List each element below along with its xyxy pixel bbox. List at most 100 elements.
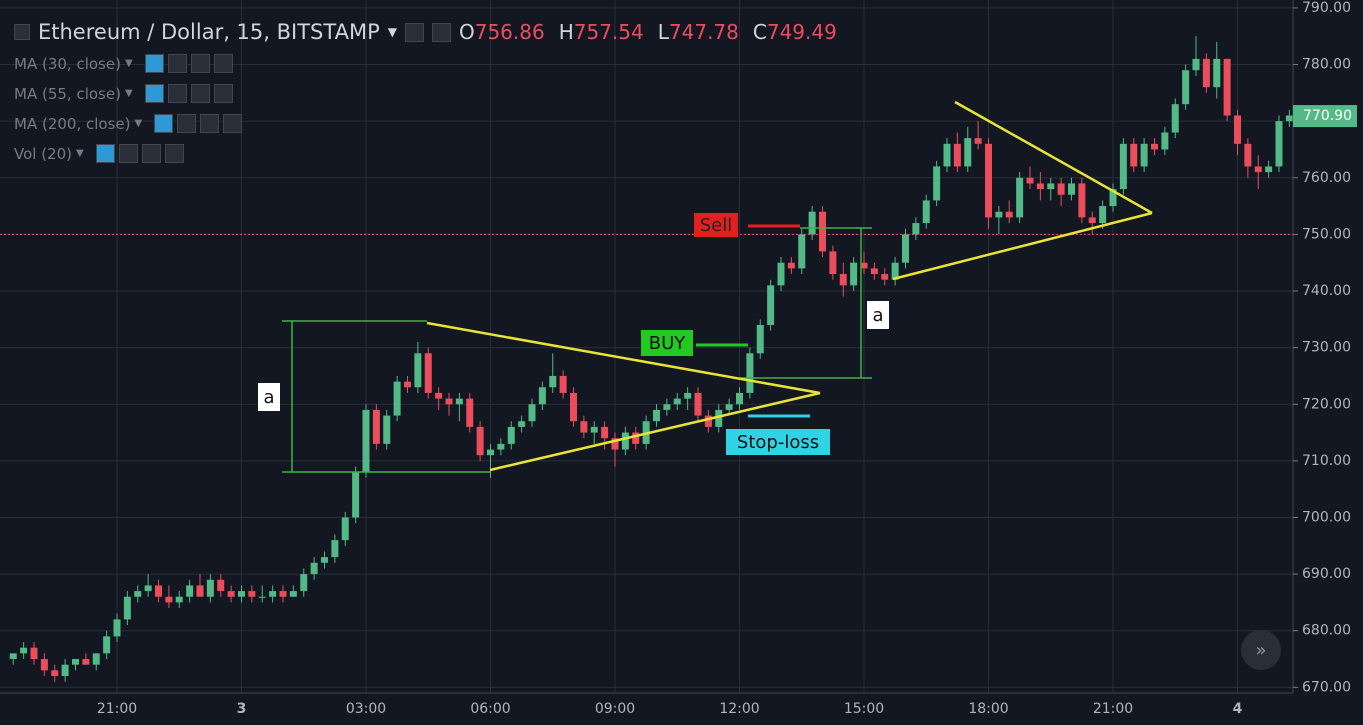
candle-body: [123, 596, 131, 620]
x-tick-label: 21:00: [1093, 701, 1133, 717]
candle-body: [673, 398, 681, 405]
y-tick-label: 710.00: [1302, 453, 1351, 469]
candle-body: [9, 653, 17, 660]
candle-body: [331, 540, 339, 558]
candle-body: [559, 375, 567, 393]
candle-body: [1140, 143, 1148, 167]
indicator: Vol (20) ▼: [14, 144, 184, 163]
candle-body: [383, 415, 391, 444]
candle-body: [82, 659, 90, 665]
readout-label: C: [752, 20, 767, 44]
candle-body: [310, 562, 318, 575]
indicator-button[interactable]: [223, 114, 243, 133]
candle-body: [1088, 217, 1096, 224]
settings-button[interactable]: [404, 22, 424, 42]
y-tick-label: 720.00: [1302, 396, 1351, 412]
candle-body: [507, 426, 515, 444]
indicator-button[interactable]: [213, 84, 233, 103]
candle-body: [404, 381, 411, 388]
candle-body: [933, 166, 941, 201]
indicator-button[interactable]: [190, 84, 210, 103]
candles: [9, 36, 1293, 682]
candle-body: [227, 591, 235, 597]
annotation-text: a: [263, 387, 274, 408]
indicator-button[interactable]: [177, 114, 197, 133]
candle-body: [1275, 121, 1283, 167]
indicator-button[interactable]: [141, 144, 161, 163]
indicator-button[interactable]: [144, 54, 164, 73]
y-tick-label: 690.00: [1302, 566, 1351, 582]
trend-line: [954, 100, 1153, 215]
candle-body: [1213, 58, 1221, 88]
y-tick-label: 790.00: [1302, 0, 1351, 16]
candle-body: [601, 426, 609, 439]
candle-body: [570, 392, 577, 422]
candle-body: [1192, 58, 1200, 71]
candle-body: [891, 262, 899, 280]
candle-body: [725, 404, 733, 410]
collapse-button[interactable]: [14, 24, 30, 40]
readout-value: 747.78: [668, 20, 739, 44]
dropdown: ▼: [76, 148, 84, 159]
scroll-icon[interactable]: »: [1255, 640, 1266, 661]
x-tick-label: 18:00: [968, 701, 1008, 717]
indicator-button[interactable]: [190, 54, 210, 73]
candle-body: [40, 659, 48, 671]
candle-body: [1202, 58, 1210, 88]
candle-body: [206, 579, 214, 597]
candle-body: [258, 596, 266, 598]
x-tick-label: 03:00: [346, 701, 386, 717]
ohlc-readout: O756.86 H757.54 L747.78 C749.49: [459, 20, 837, 44]
candle-body: [902, 234, 909, 263]
candle-body: [808, 211, 816, 235]
indicator-button[interactable]: [95, 144, 115, 163]
indicator-button[interactable]: [200, 114, 220, 133]
candle-body: [715, 409, 723, 427]
annotations: a a BUY Sell Stop-loss: [258, 213, 889, 455]
indicator: MA (55, close) ▼: [14, 84, 233, 103]
candle-body: [684, 392, 692, 399]
candle-body: [186, 585, 194, 597]
candle-body: [165, 596, 173, 603]
annotation-box: [694, 213, 738, 237]
indicator-button[interactable]: [144, 84, 164, 103]
indicator-button[interactable]: [164, 144, 184, 163]
indicator-button[interactable]: [154, 114, 174, 133]
candle-body: [549, 375, 557, 388]
candle-body: [20, 647, 28, 654]
annotation-text: a: [872, 305, 883, 326]
candle-body: [1234, 115, 1241, 144]
candle-body: [1161, 132, 1169, 150]
candle-body: [113, 619, 121, 637]
candle-body: [663, 404, 671, 410]
candle-body: [590, 426, 598, 433]
candle-body: [1151, 143, 1158, 150]
indicator-name: MA (200, close): [14, 114, 131, 133]
annotation-box: [258, 383, 280, 411]
candle-body: [736, 392, 743, 405]
indicator-button[interactable]: [167, 84, 187, 103]
last-price-tag: [1293, 105, 1357, 128]
candle-body: [1068, 183, 1075, 195]
indicator-button[interactable]: [213, 54, 233, 73]
settings-button[interactable]: [431, 22, 451, 42]
candle-body: [767, 285, 775, 325]
candle-body: [922, 200, 930, 224]
indicator-button[interactable]: [167, 54, 187, 73]
candle-body: [1130, 143, 1138, 167]
dropdown: ▼: [124, 88, 133, 99]
scroll-button[interactable]: [1241, 630, 1281, 670]
trend-line: [489, 391, 821, 472]
y-tick-label: 680.00: [1302, 623, 1351, 639]
candle-body: [445, 398, 453, 405]
readout-label: L: [657, 20, 669, 44]
symbol[interactable]: Ethereum / Dollar, 15, BITSTAMP: [38, 20, 380, 44]
candle-body: [632, 432, 640, 444]
candle-body: [248, 591, 256, 597]
candle-body: [819, 211, 826, 252]
indicator-name: Vol (20): [14, 144, 73, 163]
indicator-button[interactable]: [118, 144, 138, 163]
